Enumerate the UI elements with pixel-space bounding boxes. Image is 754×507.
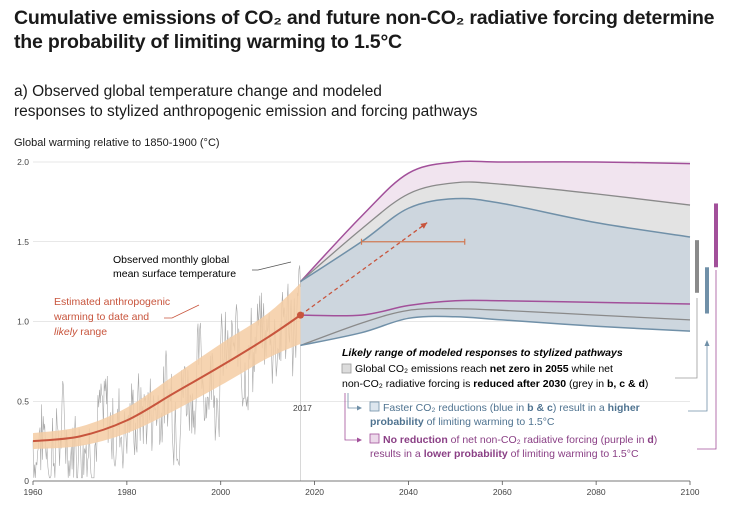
- y-tick-label: 0.5: [17, 396, 29, 406]
- x-tick-label: 1980: [117, 487, 136, 497]
- observed-leader-line: [252, 261, 292, 271]
- panel-title: a) Observed global temperature change an…: [14, 82, 714, 122]
- title-line-2: the probability of limiting warming to 1…: [14, 31, 402, 53]
- legend-purple-1d: ): [654, 434, 658, 446]
- x-tick-label: 2040: [399, 487, 418, 497]
- legend-grey-2a: non-CO₂ radiative forcing is: [342, 378, 473, 390]
- legend-blue-2a: probability: [370, 416, 424, 428]
- grey-upper-line: [300, 181, 691, 283]
- year-marker-label: 2017: [293, 403, 312, 413]
- x-tick-label: 2080: [587, 487, 606, 497]
- legend-grey-line-1: Global CO₂ emissions reach net zero in 2…: [355, 363, 613, 375]
- legend-purple-2b: lower probability: [424, 448, 508, 460]
- legend-heading: Likely range of modeled responses to sty…: [342, 347, 623, 359]
- grey-lower-line: [300, 307, 691, 347]
- dashed-trend-arrow: [300, 222, 428, 316]
- panel-title-line-2: responses to stylized anthropogenic emis…: [14, 103, 478, 120]
- likely-range-band: [33, 283, 301, 450]
- grey-bar-connector: [675, 298, 698, 379]
- legend-purple-1b: of net non-CO₂ radiative forcing (purple…: [448, 434, 648, 446]
- legend-blue-1d: higher: [608, 402, 640, 414]
- y-tick-label: 1.0: [17, 317, 29, 327]
- projection-ranges: [299, 160, 691, 347]
- blue-bar-connector: [688, 343, 708, 412]
- estimated-leader-line: [164, 304, 200, 319]
- y-axis-label: Global warming relative to 1850-1900 (°C…: [14, 137, 220, 149]
- observed-annotation-2: mean surface temperature: [113, 268, 236, 280]
- legend-purple-line-2: results in a lower probability of limiti…: [370, 448, 639, 460]
- y-tick-label: 2.0: [17, 157, 29, 167]
- legend-grey-2e: ): [645, 378, 649, 390]
- blue-lower-line: [300, 315, 691, 347]
- estimated-annotation-1: Estimated anthropogenic: [54, 296, 170, 308]
- x-tick-label: 1960: [24, 487, 43, 497]
- legend-purple-arrowhead: [357, 437, 362, 443]
- estimated-annotation-3: likely range: [54, 326, 107, 338]
- estimated-annotation-3a: likely: [54, 326, 78, 338]
- legend-purple-1a: No reduction: [383, 434, 448, 446]
- blue-range: [300, 198, 690, 346]
- purple-2100-bar: [714, 203, 718, 268]
- x-tick-label: 2020: [305, 487, 324, 497]
- blue-bar-arrowhead: [704, 340, 710, 346]
- legend-blue-line-2: probability of limiting warming to 1.5°C: [370, 416, 555, 428]
- legend-grey-2c: (grey in: [566, 378, 607, 390]
- legend-blue-1b: b & c: [527, 402, 553, 414]
- panel-title-line-1: a) Observed global temperature change an…: [14, 83, 382, 100]
- x-tick-label: 2000: [211, 487, 230, 497]
- dashed-arrow-head: [420, 222, 428, 229]
- legend-grey-1b: net zero in 2055: [490, 363, 569, 375]
- legend-blue-connector: [347, 393, 357, 409]
- purple-upper-line: [299, 160, 691, 283]
- observed-annotation-1: Observed monthly global: [113, 254, 229, 266]
- legend-purple-2c: of limiting warming to 1.5°C: [508, 448, 639, 460]
- y-tick-label: 0: [24, 476, 29, 486]
- legend-blue-1c: ) result in a: [553, 402, 608, 414]
- x-tick-label: 2100: [681, 487, 700, 497]
- blue-2100-bar: [705, 267, 709, 314]
- legend-grey-2d: b, c & d: [607, 378, 645, 390]
- estimated-annotation-2: warming to date and: [53, 311, 149, 323]
- chart-marks: [300, 203, 718, 316]
- legend-grey-line-2: non-CO₂ radiative forcing is reduced aft…: [342, 378, 648, 390]
- title-line-1: Cumulative emissions of CO₂ and future n…: [14, 7, 715, 29]
- page-title: Cumulative emissions of CO₂ and future n…: [14, 6, 749, 54]
- legend-grey-2b: reduced after 2030: [473, 378, 566, 390]
- legend-blue-2b: of limiting warming to 1.5°C: [424, 416, 555, 428]
- legend-purple-swatch: [369, 433, 380, 444]
- grey-2100-bar: [695, 240, 699, 293]
- purple-bar-connector: [697, 270, 717, 450]
- legend-blue-1a: Faster CO₂ reductions (blue in: [383, 402, 527, 414]
- legend-grey-1c: while net: [569, 363, 613, 375]
- x-tick-label: 2060: [493, 487, 512, 497]
- legend-grey-1a: Global CO₂ emissions reach: [355, 363, 490, 375]
- legend-blue-line-1: Faster CO₂ reductions (blue in b & c) re…: [383, 402, 640, 414]
- legend-purple-2a: results in a: [370, 448, 424, 460]
- legend-purple-line-1: No reduction of net non-CO₂ radiative fo…: [383, 434, 657, 446]
- estimated-annotation-3b: range: [77, 326, 107, 338]
- legend-purple-connector: [344, 393, 357, 441]
- purple-lower-line: [300, 299, 691, 317]
- legend-blue-swatch: [369, 401, 380, 412]
- axis-ticks: 0 0.5 1.0 1.5 2.0 1960 1980 2000 2020 2040 2060 208…: [17, 157, 700, 497]
- estimated-warming-line: [32, 314, 302, 443]
- legend-grey-swatch: [341, 363, 352, 374]
- y-tick-label: 1.5: [17, 237, 29, 247]
- legend-purple-1c: d: [647, 434, 653, 446]
- legend-blue-arrowhead: [357, 405, 362, 411]
